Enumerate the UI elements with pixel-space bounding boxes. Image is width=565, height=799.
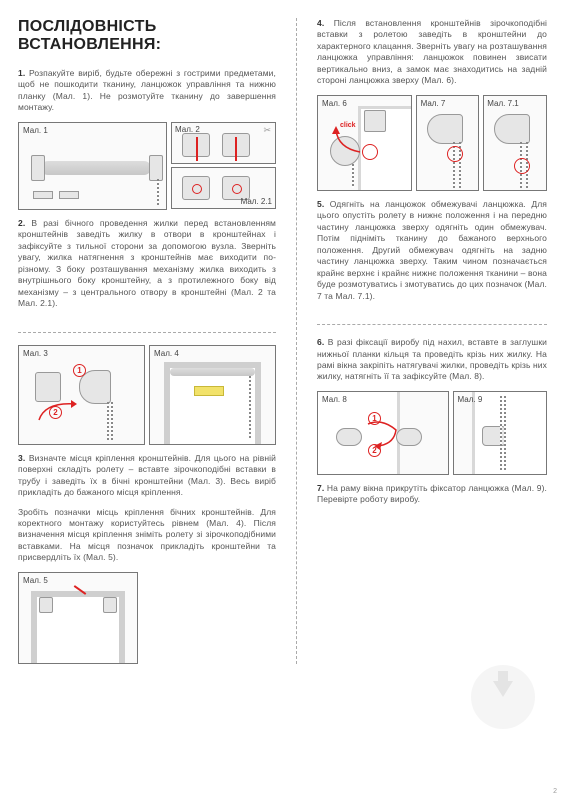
step-3a: 3. Визначте місця кріплення кронштейнів.… [18, 453, 276, 499]
step-5-text: Одягніть на ланцюжок обмежувачі ланцюжка… [317, 199, 547, 301]
step-3b-text: Зробіть позначки місць кріплення бічних … [18, 507, 276, 563]
figure-row-2: Мал. 3 2 1 Мал. 4 [18, 345, 276, 445]
step-6-text: В разі фіксації виробу під нахил, вставт… [317, 337, 547, 381]
page-title: ПОСЛІДОВНІСТЬ ВСТАНОВЛЕННЯ: [18, 18, 276, 54]
figure-7-1: Мал. 7.1 [483, 95, 547, 191]
figure-1: Мал. 1 [18, 122, 167, 210]
right-column: 4. Після встановлення кронштейнів зірочк… [317, 18, 547, 664]
figure-row-4: Мал. 8 1 2 Мал. 9 [317, 391, 547, 475]
step-7-text: На раму вікна прикрутіть фіксатор ланцюж… [317, 483, 547, 504]
figure-7: Мал. 7 [416, 95, 480, 191]
figure-2-1: Мал. 2.1 [171, 167, 276, 209]
figure-label: Мал. 6 [322, 99, 347, 108]
figure-label: Мал. 8 [322, 395, 347, 404]
divider-vertical [296, 18, 297, 664]
divider [18, 332, 276, 333]
figure-label: Мал. 3 [23, 349, 48, 358]
figure-2: Мал. 2 ✂ [171, 122, 276, 164]
figure-3: Мал. 3 2 1 [18, 345, 145, 445]
step-7: 7. На раму вікна прикрутіть фіксатор лан… [317, 483, 547, 506]
figure-label: Мал. 2 [175, 125, 200, 134]
page-number: 2 [553, 788, 557, 795]
watermark-icon [471, 665, 535, 729]
page: ПОСЛІДОВНІСТЬ ВСТАНОВЛЕННЯ: 1. Розпакуйт… [0, 0, 565, 674]
figure-label: Мал. 1 [23, 126, 48, 135]
figure-row-3: Мал. 6 click Мал. 7 Мал. 7.1 [317, 95, 547, 191]
figure-label: Мал. 2.1 [241, 197, 272, 206]
figure-4: Мал. 4 [149, 345, 276, 445]
step-4: 4. Після встановлення кронштейнів зірочк… [317, 18, 547, 87]
figure-row-1: Мал. 1 Мал. 2 ✂ Мал. 2.1 [18, 122, 276, 210]
figure-9: Мал. 9 [453, 391, 548, 475]
divider [317, 324, 547, 325]
step-1: 1. Розпакуйте виріб, будьте обережні з г… [18, 68, 276, 114]
left-column: ПОСЛІДОВНІСТЬ ВСТАНОВЛЕННЯ: 1. Розпакуйт… [18, 18, 276, 664]
figure-label: Мал. 7.1 [487, 99, 518, 108]
step-3b: Зробіть позначки місць кріплення бічних … [18, 507, 276, 564]
figure-8: Мал. 8 1 2 [317, 391, 449, 475]
figure-6: Мал. 6 click [317, 95, 412, 191]
figure-label: Мал. 4 [154, 349, 179, 358]
step-number-1-icon: 1 [73, 364, 86, 377]
step-2-text: В разі бічного проведення жилки перед вс… [18, 218, 276, 308]
figure-label: Мал. 7 [421, 99, 446, 108]
step-2: 2. В разі бічного проведення жилки перед… [18, 218, 276, 310]
figure-label: Мал. 5 [23, 576, 48, 585]
step-5: 5. Одягніть на ланцюжок обмежувачі ланцю… [317, 199, 547, 302]
step-3a-text: Визначте місця кріплення кронштейнів. Дл… [18, 453, 276, 497]
figure-label: Мал. 9 [458, 395, 483, 404]
figure-5: Мал. 5 [18, 572, 138, 664]
step-1-text: Розпакуйте виріб, будьте обережні з гост… [18, 68, 276, 112]
step-4-text: Після встановлення кронштейнів зірочкопо… [317, 18, 547, 85]
step-6: 6. В разі фіксації виробу під нахил, вст… [317, 337, 547, 383]
